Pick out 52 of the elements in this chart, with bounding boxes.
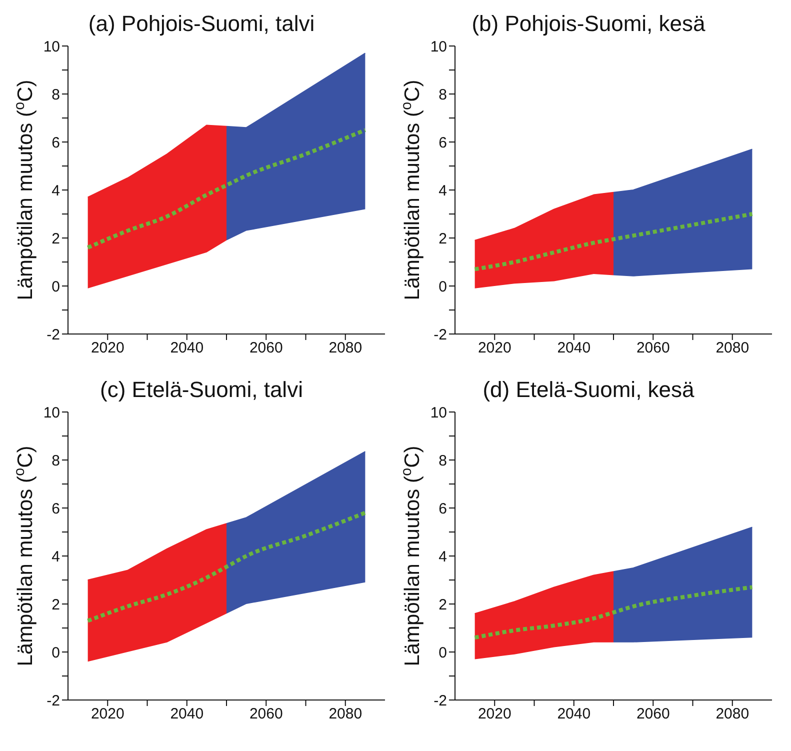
y-tick-label: 0 (52, 278, 60, 296)
y-tick-label: -2 (434, 326, 447, 344)
x-tick-label: 2020 (90, 340, 124, 357)
y-tick-label: 2 (438, 596, 447, 614)
chart-title: (d) Etelä-Suomi, kesä (482, 376, 696, 404)
y-tick-label: 8 (52, 452, 60, 470)
x-tick-label: 2060 (249, 340, 283, 357)
y-tick-label: 2 (52, 596, 60, 614)
y-tick-label: 4 (52, 548, 60, 566)
y-tick-label: 10 (430, 38, 447, 56)
x-tick-label: 2080 (328, 706, 362, 723)
y-tick-label: 0 (52, 644, 60, 662)
y-tick-label: 2 (52, 230, 60, 248)
line-series (86, 128, 368, 250)
x-tick-label: 2080 (716, 706, 750, 723)
x-tick-label: 2080 (328, 340, 362, 357)
x-tick-label: 2060 (636, 340, 670, 357)
x-tick-label: 2020 (90, 706, 124, 723)
y-tick-label: -2 (46, 692, 60, 710)
y-tick-label: 6 (438, 500, 447, 518)
y-tick-label: 0 (438, 278, 447, 296)
line-series (472, 212, 754, 272)
x-tick-label: 2020 (478, 340, 512, 357)
chart-title: (c) Etelä-Suomi, talvi (99, 376, 304, 404)
y-tick-label: 4 (52, 182, 60, 200)
y-tick-label: 6 (52, 500, 60, 518)
y-tick-label: 8 (52, 86, 60, 104)
x-tick-label: 2020 (478, 706, 512, 723)
y-tick-label: 8 (438, 452, 447, 470)
y-tick-label: 10 (430, 404, 447, 422)
line-series (472, 585, 754, 640)
y-tick-label: 10 (43, 404, 60, 422)
y-tick-label: 2 (438, 230, 447, 248)
x-tick-label: 2060 (249, 706, 283, 723)
x-tick-label: 2060 (636, 706, 670, 723)
chart-title: (b) Pohjois-Suomi, kesä (470, 10, 706, 38)
chart-title: (a) Pohjois-Suomi, talvi (87, 10, 316, 38)
x-tick-label: 2040 (557, 706, 591, 723)
y-tick-label: 10 (43, 38, 60, 56)
y-tick-label: 4 (438, 182, 447, 200)
y-tick-label: -2 (434, 692, 447, 710)
y-tick-label: 6 (52, 134, 60, 152)
x-tick-label: 2040 (170, 340, 204, 357)
y-tick-label: 0 (438, 644, 447, 662)
y-tick-label: 4 (438, 548, 447, 566)
x-tick-label: 2040 (557, 340, 591, 357)
line-series (86, 510, 368, 623)
x-tick-label: 2040 (170, 706, 204, 723)
y-tick-label: 6 (438, 134, 447, 152)
y-tick-label: -2 (46, 326, 60, 344)
y-tick-label: 8 (438, 86, 447, 104)
x-tick-label: 2080 (716, 340, 750, 357)
